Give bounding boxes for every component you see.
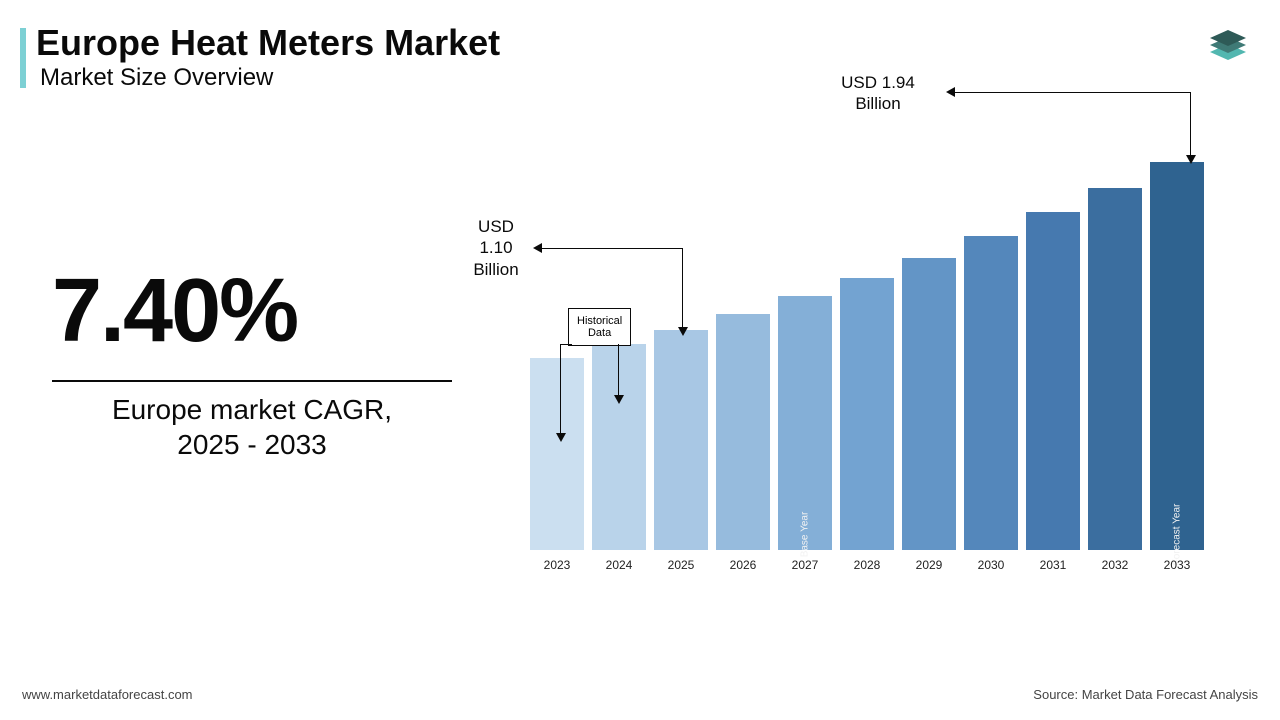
- x-label: 2026: [716, 558, 770, 572]
- arrow-end-head-icon: [1186, 155, 1196, 164]
- arrow-hist-v1: [618, 344, 619, 396]
- x-label: 2033: [1150, 558, 1204, 572]
- bar-2027: Base Year: [778, 296, 832, 550]
- brand-logo-icon: [1200, 20, 1256, 76]
- bar-inlabel: Base Year: [800, 512, 811, 558]
- page-title: Europe Heat Meters Market: [36, 22, 500, 64]
- arrow-hist-v2: [560, 344, 561, 434]
- bar-rect: [716, 314, 770, 550]
- x-label: 2032: [1088, 558, 1142, 572]
- arrow-start-tail-icon: [533, 243, 542, 253]
- arrow-start-head-icon: [678, 327, 688, 336]
- cagr-divider: [52, 380, 452, 382]
- x-axis-labels: 2023 2024 2025 2026 2027 2028 2029 2030 2031 2032…: [530, 558, 1230, 572]
- x-label: 2027: [778, 558, 832, 572]
- x-label: 2031: [1026, 558, 1080, 572]
- bar-2025: [654, 330, 708, 550]
- x-label: 2023: [530, 558, 584, 572]
- callout-start-value: USD1.10Billion: [456, 216, 536, 280]
- x-label: 2029: [902, 558, 956, 572]
- bar-rect: Forecast Year: [1150, 162, 1204, 550]
- bar-rect: [530, 358, 584, 550]
- bar-inlabel: Forecast Year: [1172, 504, 1183, 566]
- cagr-label: Europe market CAGR,2025 - 2033: [52, 392, 452, 462]
- bar-rect: [840, 278, 894, 550]
- x-label: 2030: [964, 558, 1018, 572]
- bar-2030: [964, 236, 1018, 550]
- bar-2026: [716, 314, 770, 550]
- page: Europe Heat Meters Market Market Size Ov…: [0, 0, 1280, 720]
- bar-2029: [902, 258, 956, 550]
- arrow-end-h: [955, 92, 1190, 93]
- callout-end-value: USD 1.94Billion: [808, 72, 948, 115]
- arrow-end-tail-icon: [946, 87, 955, 97]
- x-label: 2024: [592, 558, 646, 572]
- bar-rect: [1026, 212, 1080, 550]
- arrow-start-v: [682, 248, 683, 328]
- accent-bar: [20, 28, 26, 88]
- arrow-end-v: [1190, 92, 1191, 156]
- historical-data-box: HistoricalData: [568, 308, 631, 346]
- bar-chart: Base YearForecast Year 20232024202520262…: [530, 150, 1230, 580]
- bar-2033: Forecast Year: [1150, 162, 1204, 550]
- cagr-value: 7.40%: [52, 260, 297, 363]
- bar-rect: [1088, 188, 1142, 550]
- arrow-start-h: [542, 248, 682, 249]
- bar-rect: Base Year: [778, 296, 832, 550]
- bar-rect: [592, 344, 646, 550]
- page-subtitle: Market Size Overview: [40, 64, 273, 92]
- x-label: 2025: [654, 558, 708, 572]
- bar-2031: [1026, 212, 1080, 550]
- arrow-hist-head2-icon: [556, 433, 566, 442]
- x-label: 2028: [840, 558, 894, 572]
- footer-url: www.marketdataforecast.com: [22, 687, 193, 702]
- bar-rect: [902, 258, 956, 550]
- arrow-hist-head1-icon: [614, 395, 624, 404]
- footer-source: Source: Market Data Forecast Analysis: [1033, 687, 1258, 702]
- bar-2024: [592, 344, 646, 550]
- arrow-hist-h: [560, 344, 572, 345]
- bar-rect: [964, 236, 1018, 550]
- bar-2023: [530, 358, 584, 550]
- bar-2028: [840, 278, 894, 550]
- bar-group: Base Year Forecast Year: [530, 150, 1230, 550]
- bar-2032: [1088, 188, 1142, 550]
- bar-rect: [654, 330, 708, 550]
